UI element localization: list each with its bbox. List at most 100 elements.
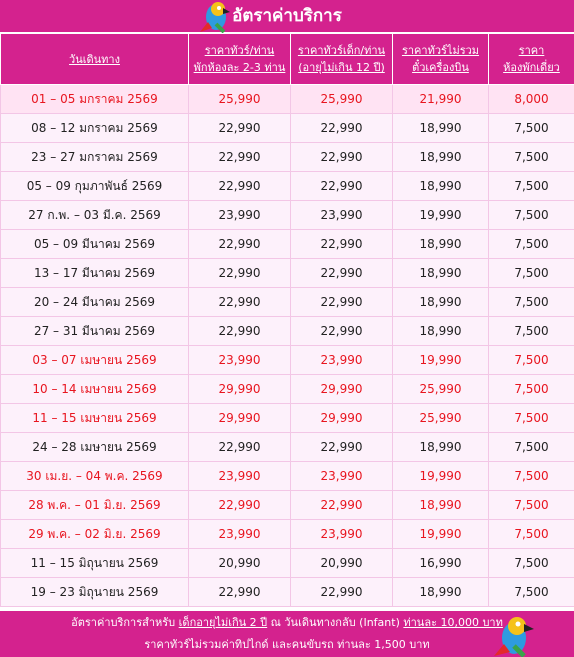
price-cell: 7,500 [488,287,574,317]
price-cell: 19,990 [392,200,489,230]
price-cell: 7,500 [488,490,574,520]
price-cell: 25,990 [290,84,393,114]
price-cell: 7,500 [488,577,574,607]
header-line: ห้องพักเดี่ยว [503,61,560,74]
price-cell: 29,990 [290,374,393,404]
date-cell: 11 – 15 มิถุนายน 2569 [0,548,189,578]
price-cell: 22,990 [290,229,393,259]
price-cell: 22,990 [188,287,291,317]
table-row: 30 เม.ย. – 04 พ.ค. 2569 23,990 23,990 19,99… [0,461,574,491]
table-row: 29 พ.ค. – 02 มิ.ย. 2569 23,990 23,990 19,99… [0,519,574,549]
price-table: วันเดินทาง ราคาทัวร์/ท่าน พักห้องละ 2-3 ท่… [0,33,574,607]
table-row: 01 – 05 มกราคม 2569 25,990 25,990 21,990 8,0… [0,84,574,114]
price-cell: 22,990 [188,316,291,346]
price-cell: 18,990 [392,258,489,288]
price-cell: 7,500 [488,374,574,404]
price-cell: 7,500 [488,345,574,375]
parrot-icon [200,2,230,34]
date-cell: 30 เม.ย. – 04 พ.ค. 2569 [0,461,189,491]
footer-text: ณ วันเดินทางกลับ (Infant) [267,616,404,629]
header-line: ราคาทัวร์/ท่าน [204,44,275,57]
price-cell: 29,990 [290,403,393,433]
date-cell: 24 – 28 เมษายน 2569 [0,432,189,462]
price-cell: 29,990 [188,374,291,404]
price-cell: 25,990 [392,374,489,404]
price-cell: 22,990 [188,258,291,288]
column-header: ราคาห้องพักเดี่ยว [488,33,574,85]
price-cell: 22,990 [290,287,393,317]
price-cell: 18,990 [392,432,489,462]
price-cell: 18,990 [392,490,489,520]
date-cell: 29 พ.ค. – 02 มิ.ย. 2569 [0,519,189,549]
price-cell: 22,990 [290,577,393,607]
price-cell: 7,500 [488,229,574,259]
price-cell: 22,990 [290,142,393,172]
table-row: 05 – 09 กุมภาพันธ์ 2569 22,990 22,990 18,99… [0,171,574,201]
price-cell: 7,500 [488,113,574,143]
price-cell: 21,990 [392,84,489,114]
price-cell: 22,990 [290,490,393,520]
price-cell: 20,990 [290,548,393,578]
price-cell: 23,990 [188,461,291,491]
price-cell: 25,990 [188,84,291,114]
table-row: 27 – 31 มีนาคม 2569 22,990 22,990 18,990 7,5… [0,316,574,346]
price-cell: 22,990 [188,142,291,172]
footer: อัตราค่าบริการสำหรับ เด็กอายุไม่เกิน 2 ป… [0,611,574,657]
date-cell: 19 – 23 มิถุนายน 2569 [0,577,189,607]
price-cell: 8,000 [488,84,574,114]
footer-line: ราคาทัวร์ไม่รวมค่าทิปไกด์ และคนขับรถ ท่า… [0,633,574,655]
price-cell: 7,500 [488,519,574,549]
price-cell: 19,990 [392,461,489,491]
column-header: วันเดินทาง [0,33,189,85]
price-cell: 18,990 [392,113,489,143]
table-row: 11 – 15 เมษายน 2569 29,990 29,990 25,990 7,5… [0,403,574,433]
price-cell: 22,990 [188,577,291,607]
price-cell: 7,500 [488,432,574,462]
column-header: ราคาทัวร์/ท่าน พักห้องละ 2-3 ท่าน [188,33,291,85]
price-cell: 25,990 [392,403,489,433]
table-row: 20 – 24 มีนาคม 2569 22,990 22,990 18,990 7,5… [0,287,574,317]
price-cell: 23,990 [188,200,291,230]
price-cell: 20,990 [188,548,291,578]
date-cell: 20 – 24 มีนาคม 2569 [0,287,189,317]
header-line: ราคาทัวร์เด็ก/ท่าน [297,44,386,57]
price-cell: 7,500 [488,171,574,201]
price-cell: 22,990 [290,316,393,346]
date-cell: 08 – 12 มกราคม 2569 [0,113,189,143]
price-cell: 7,500 [488,548,574,578]
date-cell: 01 – 05 มกราคม 2569 [0,84,189,114]
table-row: 05 – 09 มีนาคม 2569 22,990 22,990 18,990 7,5… [0,229,574,259]
date-cell: 28 พ.ค. – 01 มิ.ย. 2569 [0,490,189,520]
price-cell: 23,990 [188,519,291,549]
date-cell: 05 – 09 มีนาคม 2569 [0,229,189,259]
footer-line: อัตราค่าบริการสำหรับ เด็กอายุไม่เกิน 2 ป… [0,611,574,633]
price-cell: 19,990 [392,519,489,549]
price-cell: 18,990 [392,171,489,201]
price-cell: 7,500 [488,316,574,346]
header-row: วันเดินทาง ราคาทัวร์/ท่าน พักห้องละ 2-3 ท่… [0,33,574,85]
table-row: 03 – 07 เมษายน 2569 23,990 23,990 19,990 7,5… [0,345,574,375]
title: อัตราค่าบริการ [0,0,574,32]
column-header: ราคาทัวร์เด็ก/ท่าน (อายุไม่เกิน 12 ปี) [290,33,393,85]
table-row: 13 – 17 มีนาคม 2569 22,990 22,990 18,990 7,5… [0,258,574,288]
table-row: 11 – 15 มิถุนายน 2569 20,990 20,990 16,990 7… [0,548,574,578]
date-cell: 27 – 31 มีนาคม 2569 [0,316,189,346]
price-cell: 16,990 [392,548,489,578]
footer-text: ราคาทัวร์ไม่รวมค่าทิปไกด์ และคนขับรถ ท่า… [144,638,430,651]
header-line: ราคา [518,44,545,57]
header-line: (อายุไม่เกิน 12 ปี) [298,61,385,74]
table-row: 19 – 23 มิถุนายน 2569 22,990 22,990 18,990 7… [0,577,574,607]
footer-text: เด็กอายุไม่เกิน 2 ปี [178,616,268,629]
price-cell: 22,990 [290,113,393,143]
date-cell: 23 – 27 มกราคม 2569 [0,142,189,172]
price-cell: 22,990 [188,113,291,143]
price-cell: 7,500 [488,258,574,288]
table-row: 28 พ.ค. – 01 มิ.ย. 2569 22,990 22,990 18,99… [0,490,574,520]
footer-text: อัตราค่าบริการสำหรับ [71,616,179,629]
date-cell: 10 – 14 เมษายน 2569 [0,374,189,404]
header-line: ตั๋วเครื่องบิน [412,61,469,74]
footer-text: ท่านละ 10,000 บาท [403,616,503,629]
price-cell: 22,990 [188,432,291,462]
price-cell: 23,990 [290,345,393,375]
price-cell: 29,990 [188,403,291,433]
